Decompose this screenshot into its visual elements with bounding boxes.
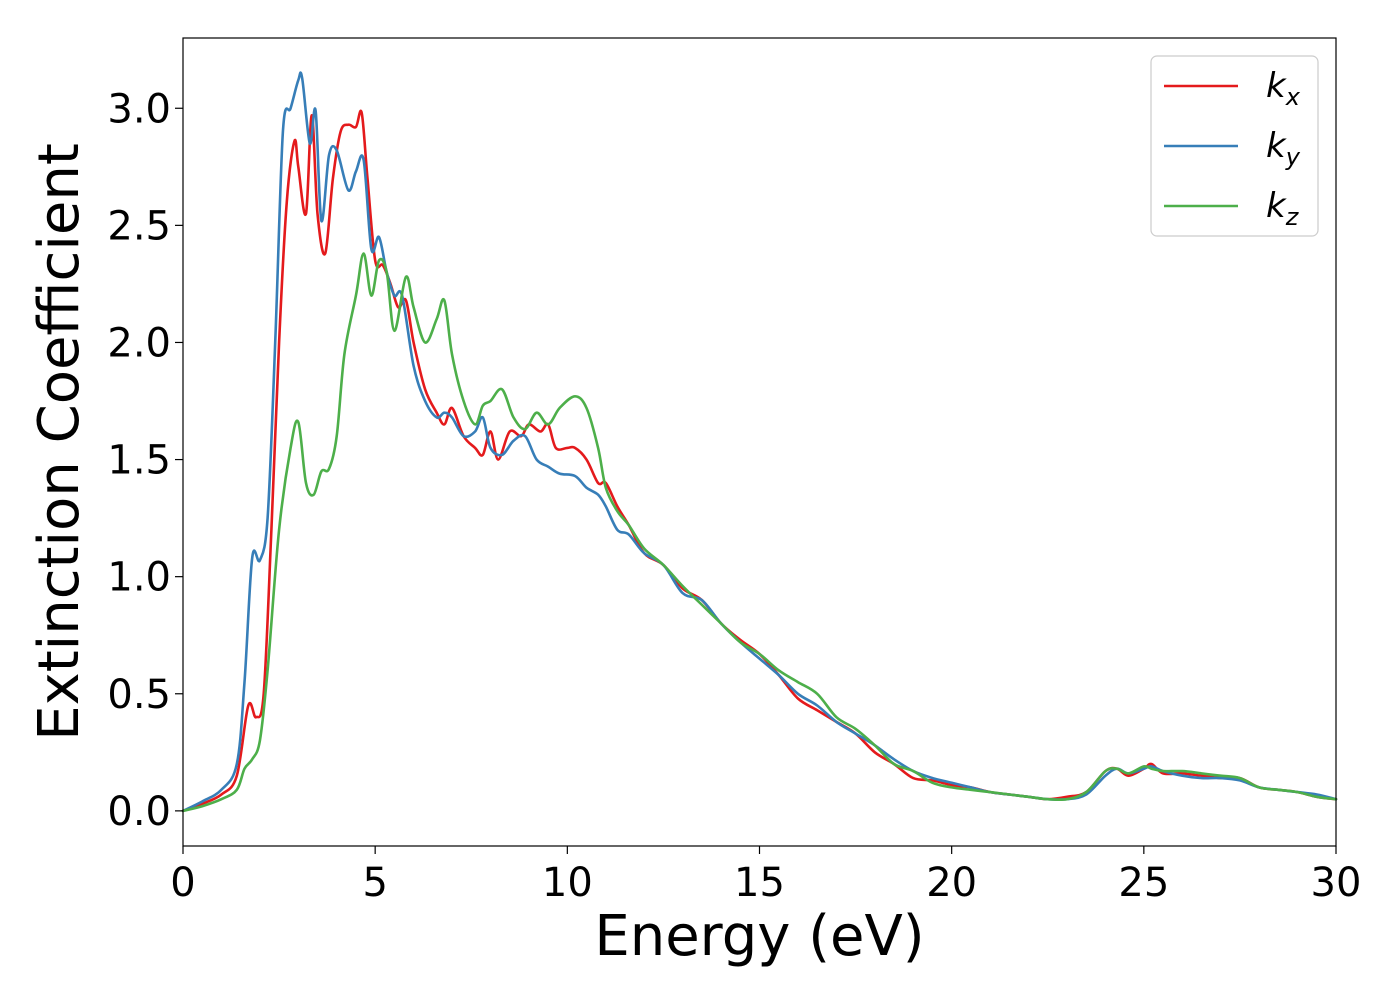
y-tick-label: 2.5 — [107, 203, 171, 249]
x-axis: 0 5 10 15 20 25 30 — [170, 846, 1361, 906]
x-tick-label: 10 — [542, 860, 593, 906]
x-tick-label: 5 — [362, 860, 387, 906]
y-tick-label: 0.0 — [107, 789, 171, 835]
x-tick-label: 30 — [1311, 860, 1362, 906]
y-tick-label: 1.0 — [107, 555, 171, 601]
y-axis-title: Extinction Coefficient — [27, 143, 92, 741]
x-tick-label: 20 — [926, 860, 977, 906]
legend-label-y: ky — [1266, 126, 1301, 171]
legend-label-x: kx — [1266, 66, 1301, 111]
series-line-z — [181, 252, 1338, 813]
legend-label-z: kz — [1266, 186, 1300, 231]
x-tick-label: 25 — [1118, 860, 1169, 906]
legend: kx ky kz — [1150, 55, 1319, 237]
x-tick-label: 15 — [734, 860, 785, 906]
x-axis-title: Energy (eV) — [594, 904, 924, 969]
y-tick-label: 3.0 — [107, 86, 171, 132]
series-layer — [181, 71, 1338, 813]
y-tick-label: 1.5 — [107, 438, 171, 484]
y-tick-label: 0.5 — [107, 672, 171, 718]
series-line-y — [181, 71, 1338, 813]
y-tick-label: 2.0 — [107, 320, 171, 366]
y-axis: 0.0 0.5 1.0 1.5 2.0 2.5 3.0 — [107, 86, 183, 835]
x-tick-label: 0 — [170, 860, 195, 906]
